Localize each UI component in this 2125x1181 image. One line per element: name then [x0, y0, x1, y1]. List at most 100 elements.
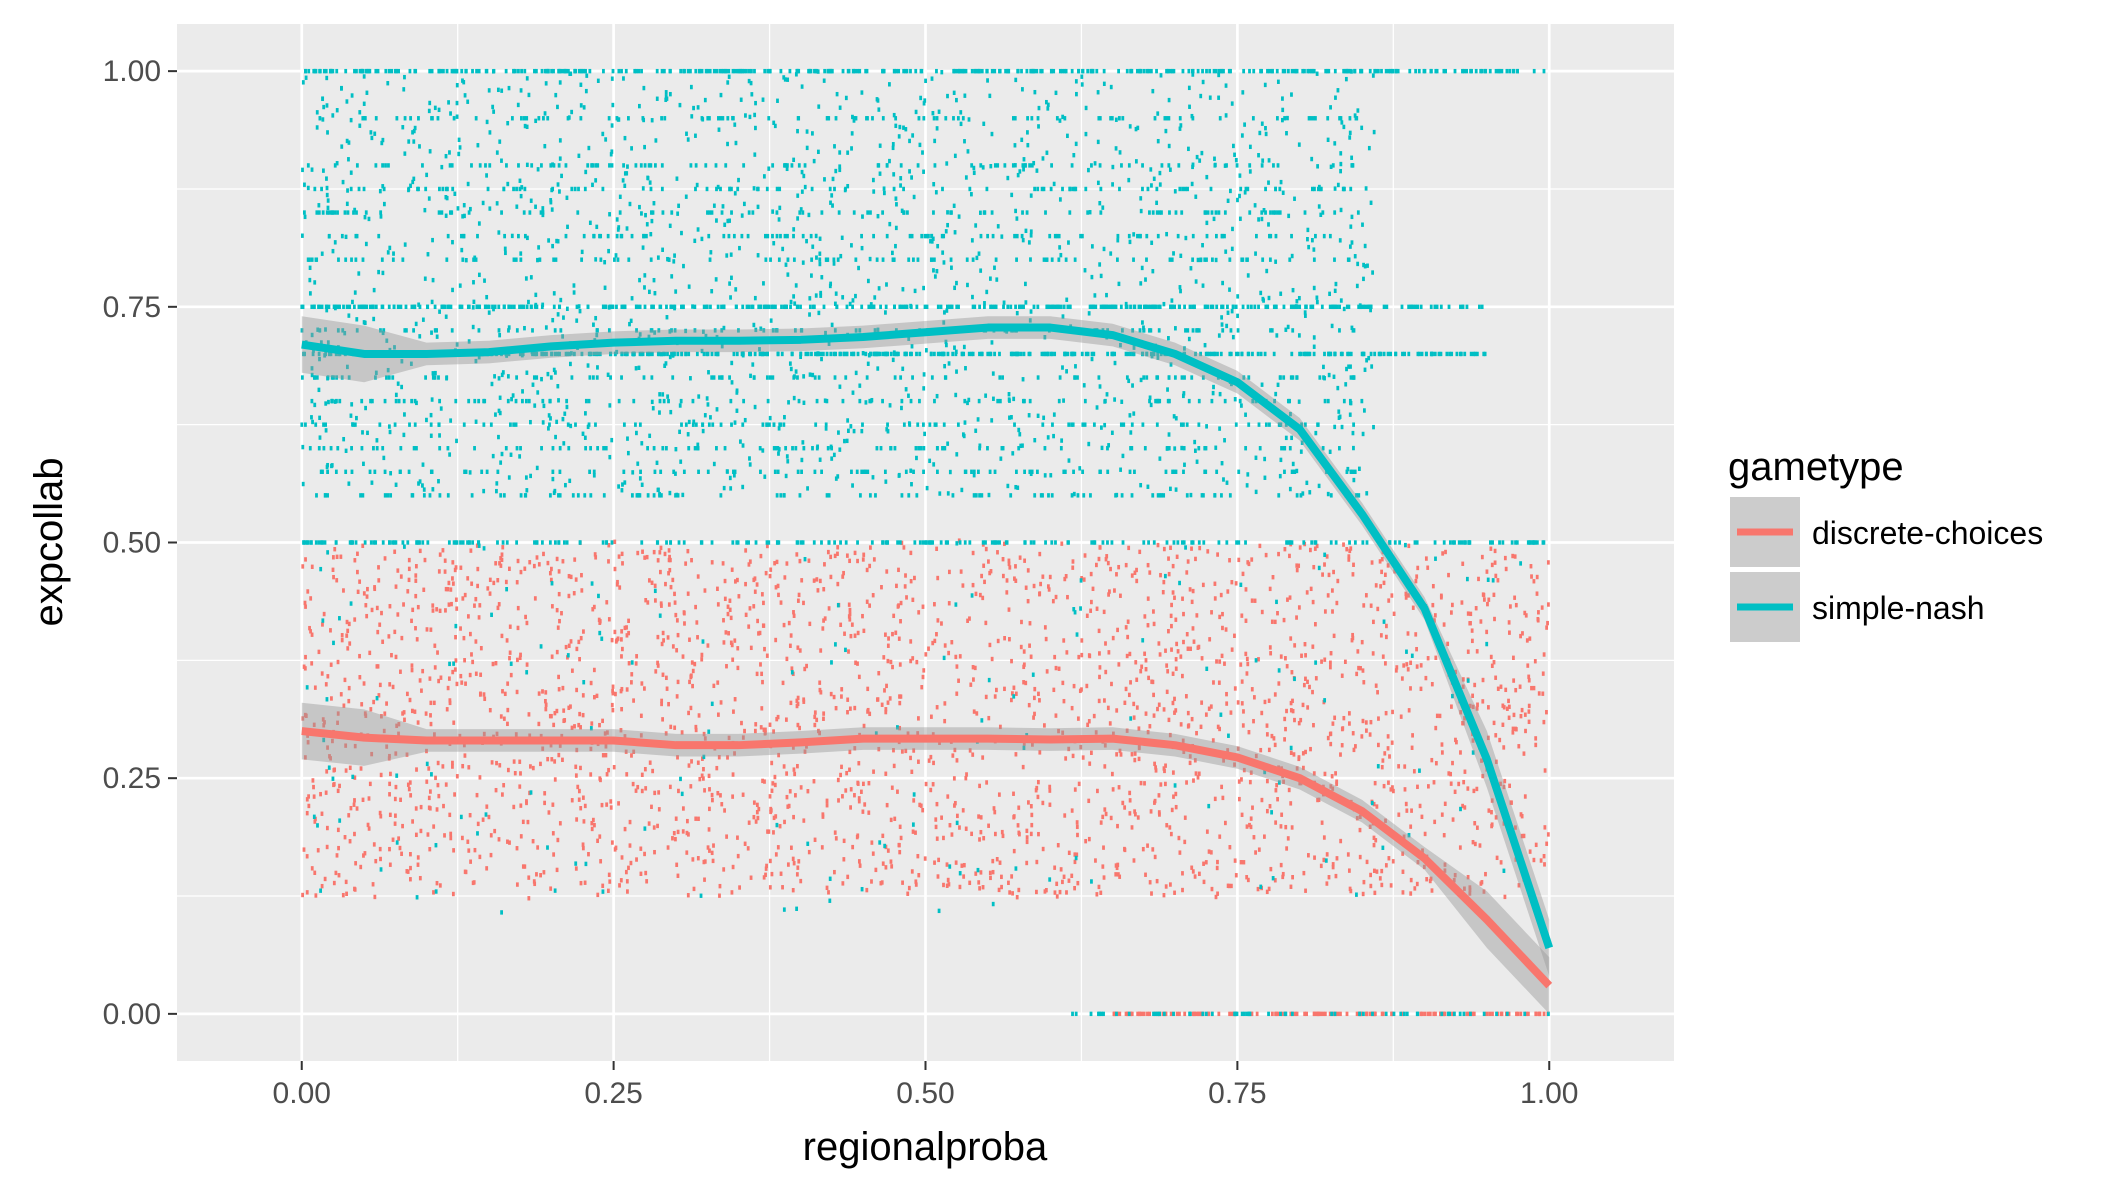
point-discrete-choices	[528, 560, 532, 565]
point-discrete-choices	[347, 621, 351, 627]
point-discrete-choices	[1466, 611, 1470, 616]
point-simple-nash	[610, 437, 614, 443]
point-simple-nash	[1164, 128, 1168, 134]
point-simple-nash	[1007, 392, 1011, 397]
point-discrete-choices	[1369, 883, 1373, 889]
point-discrete-choices	[1030, 742, 1034, 747]
point-discrete-choices	[1416, 784, 1419, 790]
point-discrete-choices	[733, 751, 736, 756]
point-discrete-choices	[1272, 736, 1276, 741]
point-discrete-choices	[552, 852, 556, 857]
point-simple-nash	[1107, 443, 1111, 448]
point-discrete-choices	[723, 808, 726, 813]
point-simple-nash	[529, 473, 533, 479]
point-discrete-choices	[331, 738, 334, 744]
point-discrete-choices	[1032, 715, 1035, 720]
point-simple-nash	[1315, 295, 1319, 300]
point-discrete-choices	[539, 733, 543, 739]
point-simple-nash	[325, 307, 329, 313]
point-discrete-choices	[1372, 801, 1376, 807]
point-discrete-choices	[1471, 704, 1475, 710]
point-discrete-choices	[339, 692, 343, 697]
point-discrete-choices	[977, 814, 981, 819]
point-simple-nash	[626, 450, 630, 456]
point-simple-nash	[341, 179, 345, 185]
point-discrete-choices	[733, 697, 737, 702]
point-simple-nash	[552, 291, 556, 296]
point-discrete-choices	[436, 760, 440, 766]
point-discrete-choices	[1115, 752, 1119, 757]
point-discrete-choices	[388, 792, 391, 797]
point-simple-nash	[313, 402, 317, 408]
point-simple-nash	[322, 104, 326, 110]
point-discrete-choices	[1383, 751, 1387, 756]
point-discrete-choices	[1044, 636, 1048, 642]
point-simple-nash	[529, 275, 533, 280]
point-simple-nash	[739, 439, 742, 444]
point-discrete-choices	[574, 577, 578, 582]
point-discrete-choices	[1191, 626, 1195, 631]
point-simple-nash	[655, 68, 659, 74]
point-simple-nash	[344, 234, 348, 240]
point-discrete-choices	[1329, 660, 1332, 665]
point-discrete-choices	[791, 888, 795, 893]
point-simple-nash	[1145, 68, 1149, 74]
point-discrete-choices	[758, 630, 762, 636]
point-simple-nash	[739, 97, 743, 102]
point-simple-nash	[1334, 95, 1337, 100]
point-simple-nash	[637, 68, 641, 74]
point-simple-nash	[340, 144, 344, 149]
point-discrete-choices	[1270, 619, 1274, 624]
point-discrete-choices	[1475, 786, 1479, 792]
point-discrete-choices	[842, 570, 845, 576]
point-discrete-choices	[1380, 1011, 1384, 1017]
point-discrete-choices	[408, 697, 412, 703]
point-simple-nash	[625, 226, 629, 231]
point-simple-nash	[1364, 186, 1368, 191]
point-simple-nash	[1193, 448, 1197, 453]
point-simple-nash	[749, 373, 752, 379]
point-simple-nash	[351, 299, 354, 305]
point-discrete-choices	[1210, 886, 1214, 892]
point-discrete-choices	[353, 798, 356, 803]
point-simple-nash	[735, 388, 739, 393]
point-discrete-choices	[311, 778, 315, 783]
point-simple-nash	[991, 371, 995, 376]
point-simple-nash	[1061, 114, 1065, 120]
point-discrete-choices	[1421, 848, 1424, 853]
point-simple-nash	[1229, 188, 1232, 194]
point-simple-nash	[678, 403, 682, 408]
point-simple-nash	[638, 304, 642, 310]
point-discrete-choices	[1415, 646, 1418, 652]
point-discrete-choices	[661, 717, 665, 722]
point-simple-nash	[1144, 304, 1148, 310]
point-simple-nash	[1078, 466, 1082, 471]
point-discrete-choices	[492, 580, 496, 586]
point-discrete-choices	[620, 855, 624, 860]
point-discrete-choices	[812, 578, 816, 583]
point-simple-nash	[1193, 304, 1196, 310]
point-simple-nash	[1542, 68, 1546, 74]
point-discrete-choices	[1170, 602, 1173, 608]
point-discrete-choices	[377, 565, 380, 570]
point-discrete-choices	[1520, 833, 1524, 839]
point-simple-nash	[1306, 68, 1310, 74]
point-simple-nash	[847, 428, 850, 434]
point-simple-nash	[769, 318, 773, 323]
point-discrete-choices	[788, 643, 792, 648]
point-simple-nash	[868, 256, 872, 262]
point-simple-nash	[876, 366, 880, 371]
point-simple-nash	[372, 316, 376, 322]
point-discrete-choices	[635, 857, 638, 862]
point-simple-nash	[604, 137, 608, 142]
point-simple-nash	[1246, 472, 1250, 477]
point-discrete-choices	[987, 823, 990, 828]
point-discrete-choices	[1490, 562, 1494, 568]
point-discrete-choices	[563, 718, 567, 723]
point-discrete-choices	[362, 591, 366, 596]
point-discrete-choices	[1164, 648, 1167, 653]
point-simple-nash	[1252, 68, 1256, 74]
point-simple-nash	[511, 393, 515, 398]
point-discrete-choices	[546, 560, 550, 566]
point-simple-nash	[1119, 342, 1122, 348]
